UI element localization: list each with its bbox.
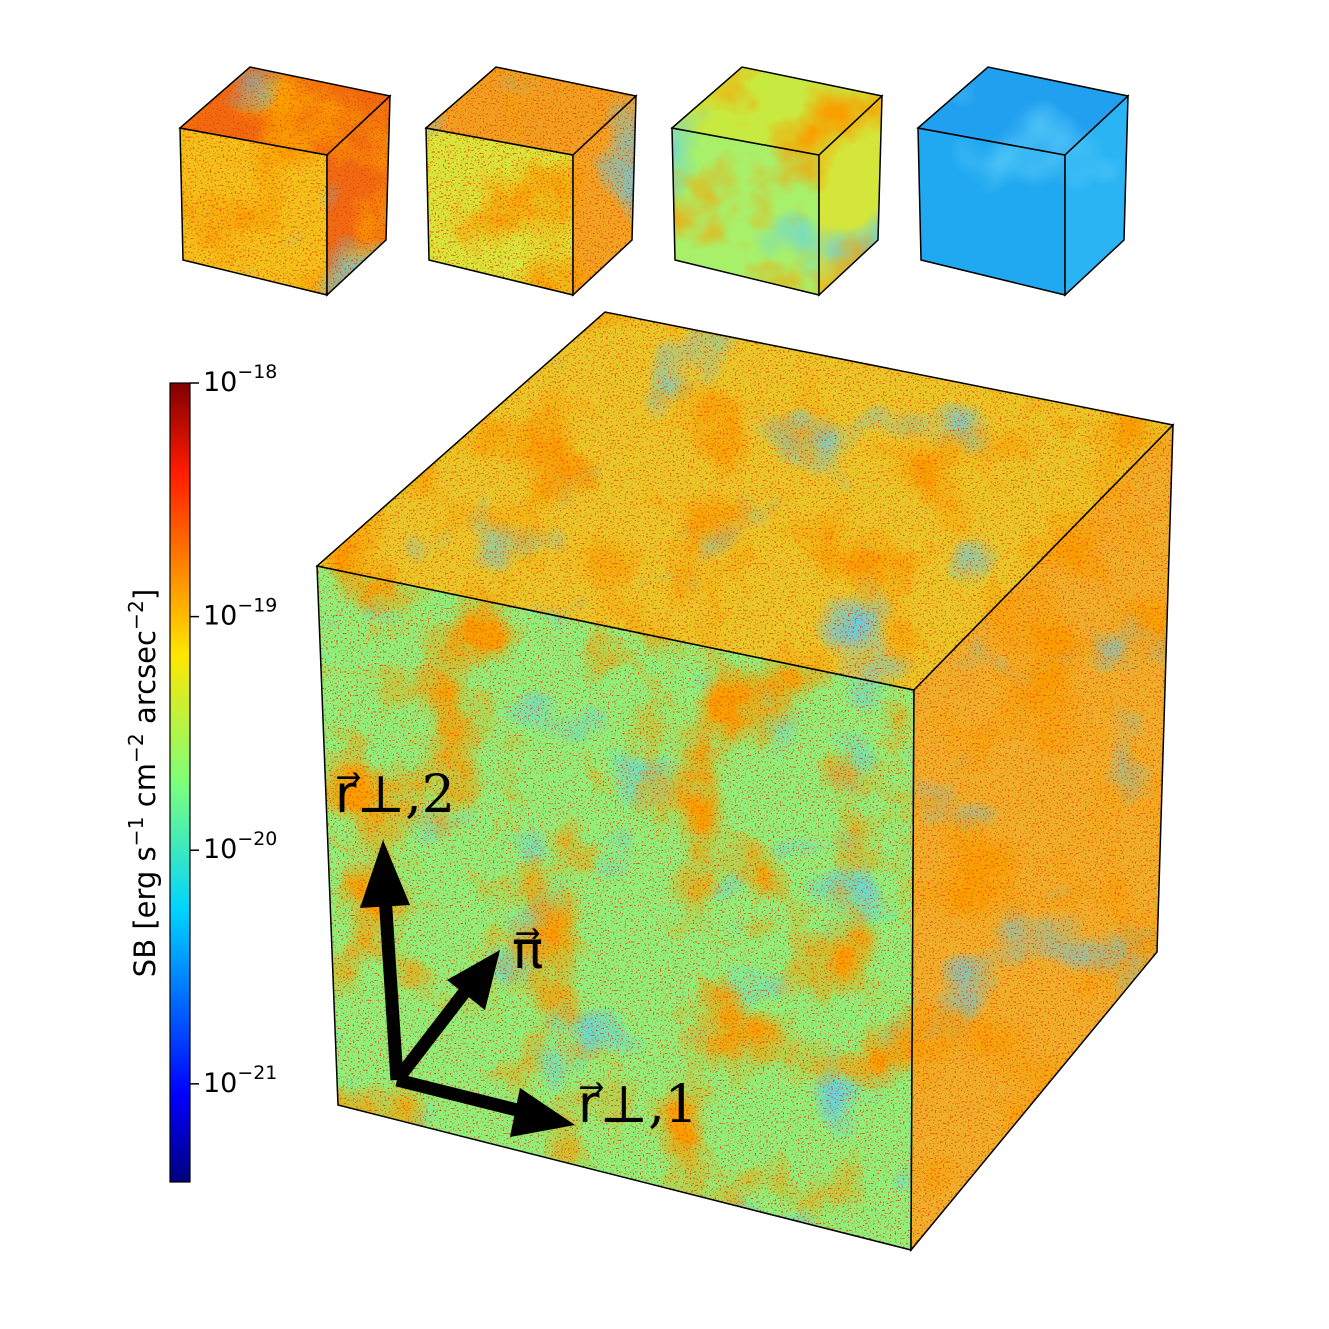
- cube-face: [180, 128, 327, 295]
- annotation: r⃗⊥,2: [335, 765, 455, 825]
- face-edge: [326, 94, 391, 297]
- face-edge: [818, 94, 883, 297]
- axes-arrows: [360, 840, 575, 1137]
- cube-face: [672, 128, 819, 295]
- annotation: r⃗⊥,1: [578, 1075, 698, 1135]
- colorbar: [169, 382, 191, 1183]
- cube-face: [918, 128, 1065, 295]
- y-tick-label: 10−18: [203, 361, 277, 398]
- y-tick-label: 10−21: [203, 1061, 277, 1098]
- cube-face: [426, 128, 573, 295]
- cubes: [178, 66, 1175, 1253]
- y-tick-label: 10−19: [203, 594, 277, 631]
- face-edge: [572, 94, 637, 297]
- face-edge: [1064, 94, 1129, 297]
- annotation: π⃗: [512, 921, 543, 981]
- face-edge: [910, 423, 1174, 1253]
- face-texture: [918, 128, 1065, 295]
- colorbar-label: SB [erg s−1 cm−2 arcsec−2]: [124, 589, 162, 977]
- y-tick-label: 10−20: [203, 828, 277, 865]
- face-texture: [672, 128, 819, 295]
- face-texture: [180, 128, 327, 295]
- face-texture: [426, 128, 573, 295]
